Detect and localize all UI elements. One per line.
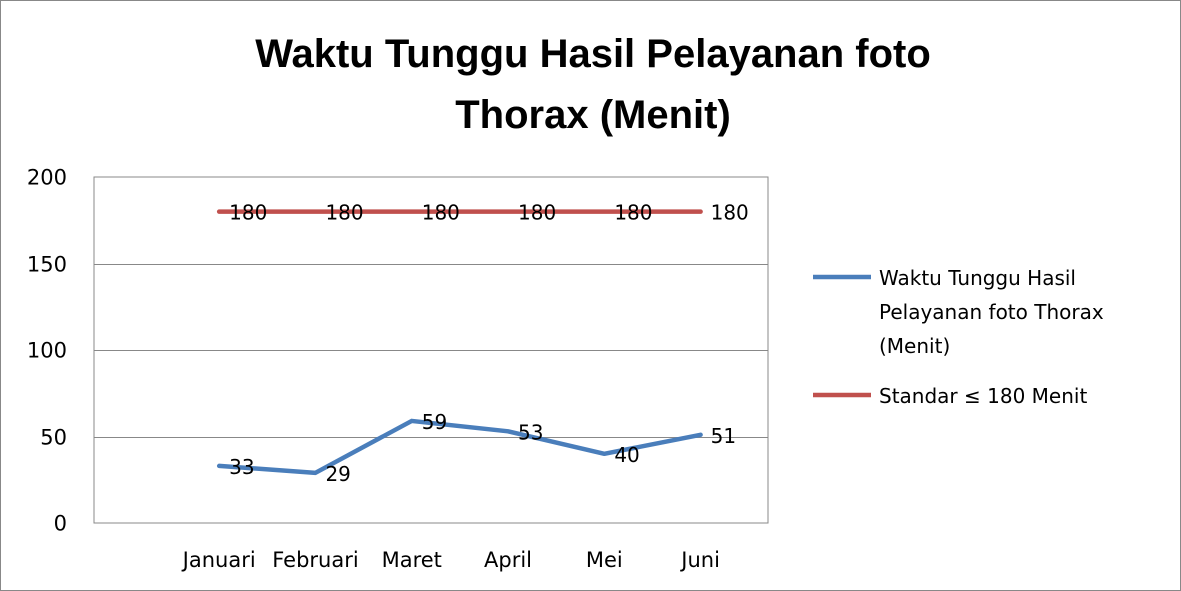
data-label: 180 xyxy=(711,201,749,225)
data-label: 59 xyxy=(422,410,447,434)
data-label: 51 xyxy=(711,424,736,448)
data-label: 180 xyxy=(325,201,363,225)
data-label: 40 xyxy=(614,443,639,467)
legend-label-1: (Menit) xyxy=(879,334,950,358)
legend-label-2: Standar ≤ 180 Menit xyxy=(879,384,1087,408)
y-tick-label: 0 xyxy=(54,512,67,536)
data-label: 29 xyxy=(325,462,350,486)
data-label: 53 xyxy=(518,420,543,444)
x-tick-label: Mei xyxy=(586,548,623,572)
data-label: 180 xyxy=(229,201,267,225)
data-label: 33 xyxy=(229,455,254,479)
data-label: 180 xyxy=(614,201,652,225)
x-tick-label: April xyxy=(484,548,532,572)
chart-title-line-1: Waktu Tunggu Hasil Pelayanan foto xyxy=(255,32,931,76)
x-tick-label: Juni xyxy=(679,548,720,572)
plot-area: 0 50 100 150 200 Januari Februari Maret April Mei… xyxy=(27,166,769,572)
x-tick-label: Maret xyxy=(382,548,442,572)
x-tick-label: Februari xyxy=(272,548,358,572)
y-tick-label: 150 xyxy=(27,253,67,277)
series-line-1 xyxy=(216,418,703,476)
y-tick-label: 100 xyxy=(27,339,67,363)
data-label: 180 xyxy=(422,201,460,225)
legend-label-1: Waktu Tunggu Hasil xyxy=(879,266,1076,290)
data-label: 180 xyxy=(518,201,556,225)
legend: Waktu Tunggu Hasil Pelayanan foto Thorax (… xyxy=(813,266,1104,408)
legend-label-1: Pelayanan foto Thorax xyxy=(879,300,1104,324)
y-tick-label: 200 xyxy=(27,166,67,190)
chart-title-line-2: Thorax (Menit) xyxy=(455,93,731,137)
x-tick-label: Januari xyxy=(181,548,256,572)
y-tick-label: 50 xyxy=(40,426,67,450)
